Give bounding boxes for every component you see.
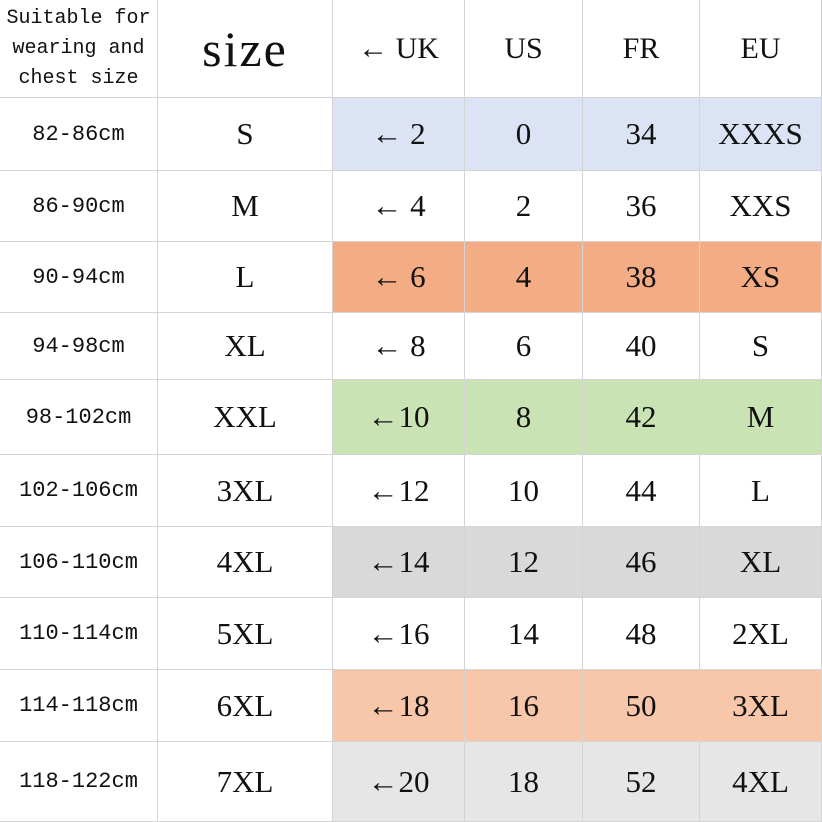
table-cell: ←10 [333, 380, 465, 455]
table-cell: 40 [583, 313, 700, 380]
table-cell: 5XL [158, 598, 333, 670]
table-cell: 3XL [158, 455, 333, 527]
table-cell: ←16 [333, 598, 465, 670]
table-cell: 34 [583, 98, 700, 171]
table-cell: ←14 [333, 527, 465, 598]
header-cell: Suitable for wearing and chest size [0, 0, 158, 98]
header-cell: EU [700, 0, 822, 98]
header-cell: size [158, 0, 333, 98]
table-cell: XS [700, 242, 822, 313]
table-cell: 12 [465, 527, 583, 598]
table-cell: S [158, 98, 333, 171]
header-line: chest size [18, 66, 139, 90]
header-cell: ← UK [333, 0, 465, 98]
header-cell: FR [583, 0, 700, 98]
table-cell: 7XL [158, 742, 333, 822]
table-cell: 44 [583, 455, 700, 527]
table-cell: ←12 [333, 455, 465, 527]
table-cell: 4XL [158, 527, 333, 598]
table-cell: 16 [465, 670, 583, 742]
table-cell: XXL [158, 380, 333, 455]
table-cell: 4 [465, 242, 583, 313]
table-cell: 0 [465, 98, 583, 171]
table-cell: 106-110cm [0, 527, 158, 598]
table-cell: ← 6 [333, 242, 465, 313]
table-cell: XXXS [700, 98, 822, 171]
table-cell: 118-122cm [0, 742, 158, 822]
table-cell: 102-106cm [0, 455, 158, 527]
header-line: Suitable for [6, 6, 151, 30]
table-cell: 6 [465, 313, 583, 380]
table-cell: XL [700, 527, 822, 598]
table-cell: 6XL [158, 670, 333, 742]
table-cell: 2 [465, 171, 583, 242]
table-cell: 50 [583, 670, 700, 742]
table-cell: 48 [583, 598, 700, 670]
header-line: wearing and [12, 36, 145, 60]
table-cell: L [700, 455, 822, 527]
table-cell: 110-114cm [0, 598, 158, 670]
table-cell: ←20 [333, 742, 465, 822]
table-cell: 52 [583, 742, 700, 822]
table-cell: M [700, 380, 822, 455]
header-cell: US [465, 0, 583, 98]
table-cell: 86-90cm [0, 171, 158, 242]
table-cell: ← 2 [333, 98, 465, 171]
table-cell: 8 [465, 380, 583, 455]
table-cell: 94-98cm [0, 313, 158, 380]
table-cell: M [158, 171, 333, 242]
table-cell: 90-94cm [0, 242, 158, 313]
table-cell: 10 [465, 455, 583, 527]
table-cell: 2XL [700, 598, 822, 670]
table-cell: 98-102cm [0, 380, 158, 455]
table-cell: 14 [465, 598, 583, 670]
table-cell: 4XL [700, 742, 822, 822]
table-cell: XXS [700, 171, 822, 242]
table-cell: 46 [583, 527, 700, 598]
table-cell: S [700, 313, 822, 380]
table-cell: ← 8 [333, 313, 465, 380]
table-cell: 3XL [700, 670, 822, 742]
table-cell: 82-86cm [0, 98, 158, 171]
table-cell: XL [158, 313, 333, 380]
table-cell: ←18 [333, 670, 465, 742]
table-cell: 114-118cm [0, 670, 158, 742]
table-cell: 42 [583, 380, 700, 455]
table-cell: 36 [583, 171, 700, 242]
table-cell: 38 [583, 242, 700, 313]
table-cell: L [158, 242, 333, 313]
table-cell: ← 4 [333, 171, 465, 242]
table-cell: 18 [465, 742, 583, 822]
